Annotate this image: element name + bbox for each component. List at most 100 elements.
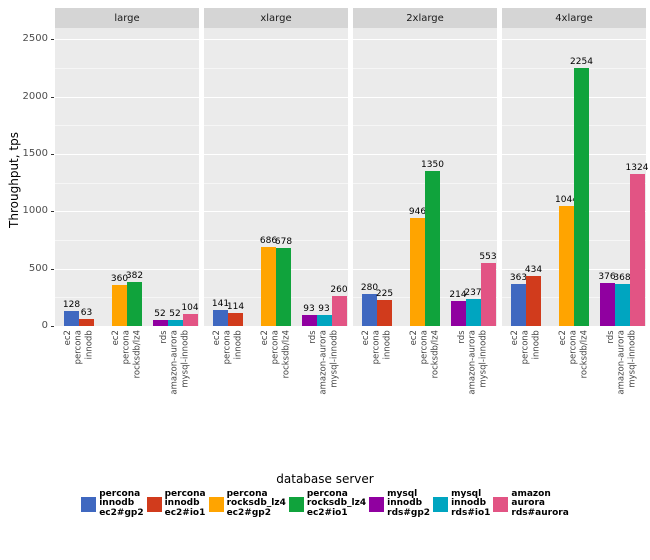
legend-entry: percona rocksdb_lz4 ec2#io1 bbox=[288, 489, 366, 518]
legend-entry: mysql innodb rds#io1 bbox=[433, 489, 490, 518]
bar-group: 93 93 260 bbox=[300, 28, 348, 326]
gridline bbox=[55, 125, 199, 127]
bar bbox=[559, 206, 574, 326]
bar-column: 1324 bbox=[626, 164, 648, 326]
gridline bbox=[353, 96, 497, 98]
bar-value-label: 686 bbox=[259, 236, 278, 247]
bar-area: 280 225 946 1350 214 237 553 bbox=[353, 28, 497, 326]
x-label-cell: ec2 percona innodb bbox=[204, 330, 252, 438]
x-label-cell: ec2 percona rocksdb/lz4 bbox=[103, 330, 151, 438]
bar-value-label: 360 bbox=[110, 273, 129, 284]
bar-value-label: 1044 bbox=[555, 195, 578, 206]
bar-column: 368 bbox=[613, 273, 631, 326]
bar bbox=[599, 282, 615, 326]
bar-column: 376 bbox=[598, 271, 616, 326]
x-label-cell: rds amazon-aurora mysql-innodb bbox=[300, 330, 348, 438]
bar bbox=[377, 300, 392, 326]
bar-column: 686 bbox=[259, 236, 278, 326]
bar-column: 225 bbox=[375, 289, 394, 326]
y-tick-mark bbox=[51, 326, 54, 327]
facet-strip: large bbox=[55, 8, 199, 28]
bar bbox=[465, 298, 481, 326]
gridline bbox=[204, 96, 348, 98]
legend-swatch bbox=[288, 496, 304, 512]
bar bbox=[614, 283, 630, 326]
legend-swatch bbox=[369, 496, 385, 512]
bar-column: 280 bbox=[360, 282, 379, 326]
bar-value-label: 553 bbox=[479, 251, 497, 262]
bar-value-label: 225 bbox=[375, 289, 394, 300]
bar-group: 214 237 553 bbox=[449, 28, 497, 326]
x-label-cell: ec2 percona innodb bbox=[502, 330, 550, 438]
x-label-cell: rds amazon-aurora mysql-innodb bbox=[151, 330, 199, 438]
bar bbox=[526, 276, 541, 326]
legend-entry: percona innodb ec2#gp2 bbox=[81, 489, 144, 518]
bar-group: 686 678 bbox=[252, 28, 300, 326]
gridline bbox=[55, 268, 199, 270]
bar bbox=[301, 315, 317, 326]
legend-entry: amazon aurora rds#aurora bbox=[493, 489, 569, 518]
y-tick-label: 500 bbox=[28, 262, 48, 274]
legend-entry: mysql innodb rds#gp2 bbox=[369, 489, 431, 518]
bar-column: 2254 bbox=[570, 57, 593, 326]
facet-strip: 2xlarge bbox=[353, 8, 497, 28]
bar-value-label: 214 bbox=[449, 290, 467, 301]
y-tick-label: 1000 bbox=[22, 205, 48, 217]
bar bbox=[480, 262, 496, 326]
facet-panel: 141 114 686 678 93 93 260 bbox=[204, 28, 348, 326]
x-label-cell: rds amazon-aurora mysql-innodb bbox=[449, 330, 497, 438]
bar-group: 128 63 bbox=[55, 28, 103, 326]
bar-column: 1350 bbox=[421, 161, 444, 326]
y-tick-mark bbox=[51, 154, 54, 156]
x-tick-label: ec2 percona innodb bbox=[361, 330, 393, 365]
legend-entry-label: percona rocksdb_lz4 ec2#gp2 bbox=[226, 489, 286, 518]
bar-column: 52 bbox=[152, 310, 168, 326]
gridline bbox=[55, 154, 199, 156]
bar-column: 104 bbox=[181, 303, 199, 326]
legend-title: database server bbox=[276, 472, 374, 486]
x-tick-label: ec2 percona rocksdb/lz4 bbox=[260, 330, 292, 379]
x-tick-label: ec2 percona innodb bbox=[63, 330, 95, 365]
bar-value-label: 141 bbox=[211, 298, 230, 309]
bar-column: 114 bbox=[226, 301, 245, 326]
legend-entry-label: percona innodb ec2#gp2 bbox=[99, 489, 144, 518]
bar-value-label: 2254 bbox=[570, 56, 593, 67]
bar-group: 52 52 104 bbox=[151, 28, 199, 326]
bar bbox=[127, 282, 142, 326]
x-label-cell: ec2 percona innodb bbox=[353, 330, 401, 438]
bar-column: 52 bbox=[167, 310, 183, 326]
bar-value-label: 376 bbox=[598, 271, 616, 282]
x-tick-label: ec2 percona innodb bbox=[212, 330, 244, 365]
bar-area: 128 63 360 382 52 52 104 bbox=[55, 28, 199, 326]
x-tick-label: ec2 percona rocksdb/lz4 bbox=[409, 330, 441, 379]
y-tick-label: 2000 bbox=[22, 90, 48, 102]
bar-value-label: 280 bbox=[360, 282, 379, 293]
x-tick-label: rds amazon-aurora mysql-innodb bbox=[308, 330, 340, 395]
legend-swatch bbox=[433, 496, 449, 512]
bar-value-label: 93 bbox=[318, 304, 330, 315]
x-label-cell: rds amazon-aurora mysql-innodb bbox=[598, 330, 646, 438]
x-axis-labels: ec2 percona innodb ec2 percona rocksdb/lz… bbox=[55, 330, 199, 438]
bar bbox=[450, 301, 466, 326]
x-label-cell: ec2 percona innodb bbox=[55, 330, 103, 438]
bar bbox=[410, 217, 425, 326]
bar-area: 363 434 1044 2254 376 368 1324 bbox=[502, 28, 648, 326]
bar-value-label: 104 bbox=[181, 303, 199, 314]
gridline bbox=[55, 96, 199, 98]
bar-value-label: 93 bbox=[303, 304, 315, 315]
y-tick-label: 0 bbox=[41, 320, 48, 331]
bar-value-label: 114 bbox=[226, 301, 245, 312]
gridline bbox=[502, 39, 646, 41]
bar bbox=[64, 311, 79, 326]
bar bbox=[182, 314, 198, 326]
bar-column: 363 bbox=[510, 274, 527, 326]
legend-entry-label: mysql innodb rds#gp2 bbox=[387, 489, 431, 518]
gridline bbox=[55, 211, 199, 213]
bar bbox=[213, 309, 228, 326]
bar-value-label: 434 bbox=[524, 265, 543, 276]
y-tick-label: 1500 bbox=[22, 148, 48, 160]
gridline bbox=[204, 240, 348, 242]
bar-column: 678 bbox=[275, 238, 292, 326]
bar bbox=[79, 318, 94, 326]
